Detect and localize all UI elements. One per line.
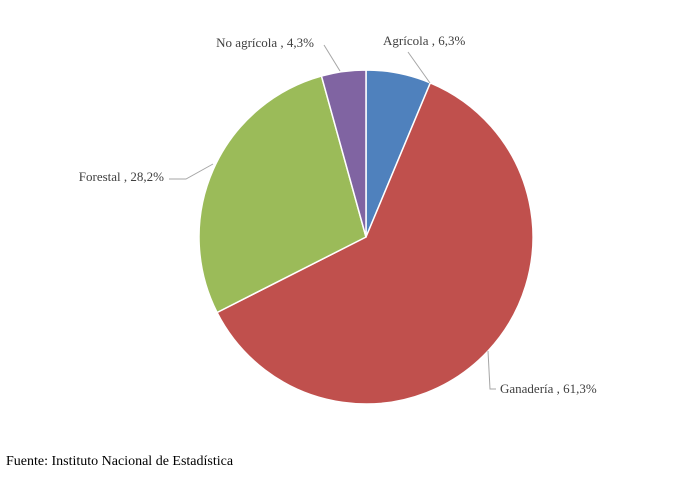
slice-label: Agrícola , 6,3% <box>383 33 465 48</box>
leader-line <box>169 163 214 180</box>
slice-label: No agrícola , 4,3% <box>216 35 314 50</box>
source-note: Fuente: Instituto Nacional de Estadístic… <box>6 454 234 469</box>
pie-slices <box>198 69 534 405</box>
leader-line <box>407 51 431 84</box>
pie-slice-forestal <box>198 75 367 314</box>
pie-slice-ganader-a <box>216 81 534 405</box>
slice-label: Ganadería , 61,3% <box>500 381 597 396</box>
slice-label: Forestal , 28,2% <box>79 169 164 184</box>
leader-line <box>487 350 496 390</box>
pie-slice-no-agr-cola <box>320 69 367 238</box>
leader-line <box>323 44 341 72</box>
slice-labels: Agrícola , 6,3% Ganadería , 61,3% Forestal… <box>79 33 597 396</box>
leader-lines <box>169 44 496 390</box>
